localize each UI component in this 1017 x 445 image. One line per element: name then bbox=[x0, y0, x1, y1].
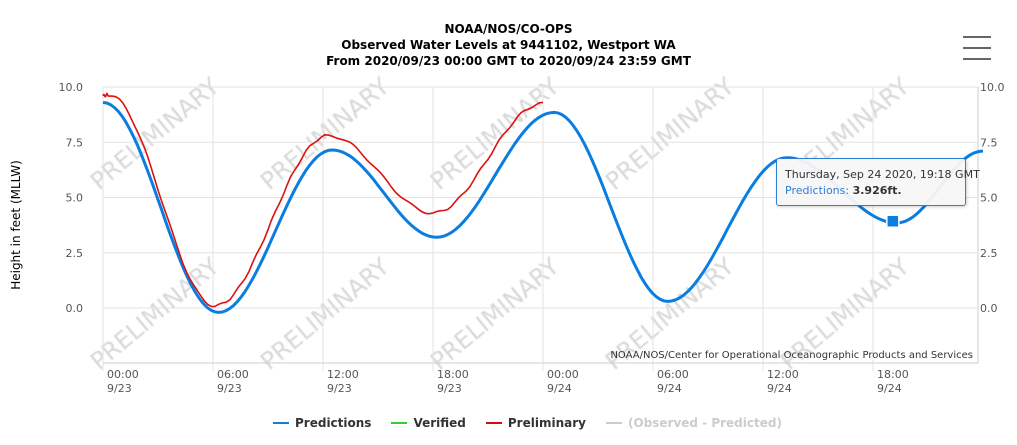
menu-hamburger-icon[interactable] bbox=[963, 36, 991, 62]
y-tick-right: 7.5 bbox=[980, 136, 998, 149]
x-tick-date: 9/24 bbox=[767, 382, 792, 395]
x-tick-time: 06:00 bbox=[217, 368, 249, 381]
y-tick-right: 0.0 bbox=[980, 302, 998, 315]
x-tick-time: 12:00 bbox=[327, 368, 359, 381]
x-tick-date: 9/24 bbox=[657, 382, 682, 395]
chart-agency: NOAA/NOS/CO-OPS bbox=[444, 22, 573, 36]
x-tick-date: 9/23 bbox=[437, 382, 462, 395]
x-tick-date: 9/23 bbox=[107, 382, 132, 395]
y-tick-left: 2.5 bbox=[66, 247, 84, 260]
legend-observed-minus-predicted[interactable]: (Observed - Predicted) bbox=[605, 416, 782, 430]
y-tick-right: 2.5 bbox=[980, 247, 998, 260]
tooltip: Thursday, Sep 24 2020, 19:18 GMT Predict… bbox=[776, 158, 980, 206]
predictions-line bbox=[102, 101, 984, 314]
legend-preliminary[interactable]: Preliminary bbox=[485, 416, 586, 430]
tooltip-value: 3.926ft. bbox=[852, 184, 902, 197]
tooltip-series: Predictions: bbox=[785, 184, 850, 197]
x-tick-date: 9/24 bbox=[547, 382, 572, 395]
x-tick-date: 9/24 bbox=[877, 382, 902, 395]
plot-border bbox=[102, 86, 979, 364]
x-tick-time: 18:00 bbox=[437, 368, 469, 381]
y-tick-left: 7.5 bbox=[66, 136, 84, 149]
legend-verified[interactable]: Verified bbox=[391, 416, 466, 430]
x-tick-time: 06:00 bbox=[657, 368, 689, 381]
chart-title: Observed Water Levels at 9441102, Westpo… bbox=[341, 38, 676, 52]
y-tick-left: 5.0 bbox=[66, 192, 84, 205]
y-tick-right: 10.0 bbox=[980, 81, 1005, 94]
x-tick-time: 12:00 bbox=[767, 368, 799, 381]
legend-predictions[interactable]: Predictions bbox=[273, 416, 371, 430]
y-tick-right: 5.0 bbox=[980, 192, 998, 205]
x-tick-time: 00:00 bbox=[107, 368, 139, 381]
y-tick-left: 10.0 bbox=[59, 81, 84, 94]
credit-text: NOAA/NOS/Center for Operational Oceanogr… bbox=[610, 350, 973, 361]
highlighted-point[interactable] bbox=[886, 214, 900, 228]
legend: Predictions Verified Preliminary (Observ… bbox=[273, 416, 782, 430]
tooltip-date: Thursday, Sep 24 2020, 19:18 GMT bbox=[785, 168, 980, 181]
y-tick-left: 0.0 bbox=[66, 302, 84, 315]
chart-subtitle: From 2020/09/23 00:00 GMT to 2020/09/24 … bbox=[326, 54, 691, 68]
preliminary-line bbox=[102, 92, 544, 308]
x-tick-time: 00:00 bbox=[547, 368, 579, 381]
y-axis-label: Height in feet (MLLW) bbox=[9, 160, 23, 290]
x-tick-date: 9/23 bbox=[217, 382, 242, 395]
x-tick-date: 9/23 bbox=[327, 382, 352, 395]
x-tick-time: 18:00 bbox=[877, 368, 909, 381]
